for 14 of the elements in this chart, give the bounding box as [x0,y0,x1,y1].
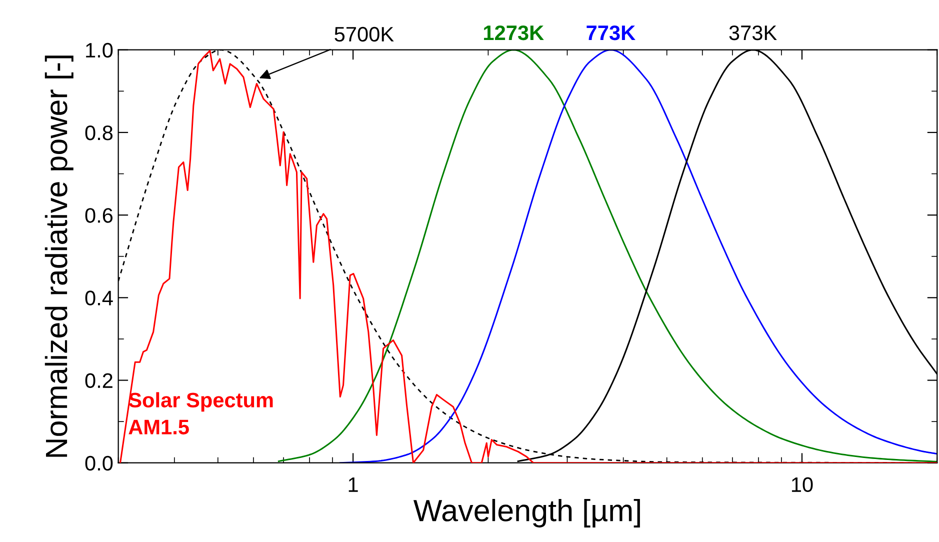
series-label: 773K [586,25,636,40]
y-tick-label: 0.6 [85,208,113,223]
x-axis-title: Wavelength [µm] [413,498,640,528]
y-tick-label: 0.2 [85,373,112,388]
y-tick-label: 0.4 [85,290,113,306]
y-tick-label: 1.0 [86,42,113,58]
series-label: 1273K [484,25,544,40]
x-tick-label: 1 [348,478,358,492]
text: 5700K [334,26,394,42]
y-tick-label: 0.0 [85,456,113,471]
series-label: 373K [729,25,777,40]
y-tick-label: 0.8 [85,125,113,140]
x-tick-label: 10 [792,477,813,492]
y-axis-title: Normalized radiative power [-] [44,56,74,457]
